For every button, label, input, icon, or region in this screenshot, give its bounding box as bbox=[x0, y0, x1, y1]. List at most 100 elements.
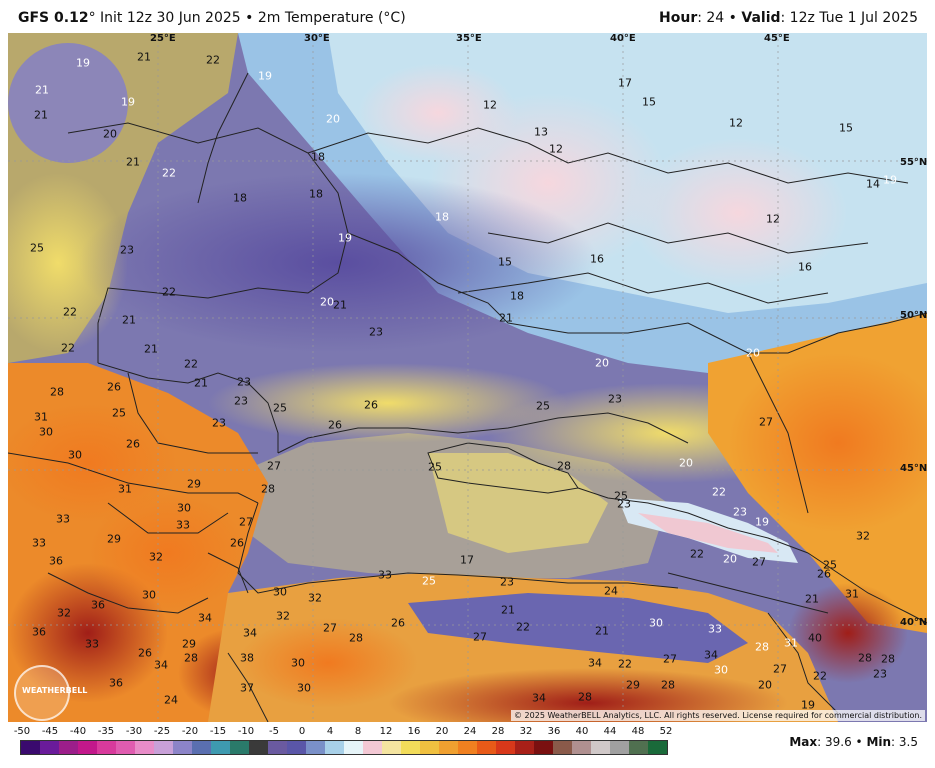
temperature-label: 22 bbox=[63, 305, 77, 319]
lon-label-40: 40°E bbox=[610, 33, 636, 44]
max-label: Max bbox=[789, 735, 818, 749]
max-min-readout: Max: 39.6 • Min: 3.5 bbox=[789, 735, 918, 749]
temperature-label: 27 bbox=[323, 621, 337, 635]
temperature-label: 21 bbox=[34, 108, 48, 122]
temperature-label: 23 bbox=[369, 325, 383, 339]
temperature-label: 20 bbox=[595, 356, 609, 370]
temperature-label: 36 bbox=[49, 554, 63, 568]
legend-color-swatch bbox=[363, 741, 382, 754]
temperature-label: 16 bbox=[590, 252, 604, 266]
temperature-map[interactable]: 25°E 30°E 35°E 40°E 45°E 55°N 50°N 45°N … bbox=[8, 33, 927, 722]
temperature-label: 34 bbox=[588, 656, 602, 670]
temperature-label: 31 bbox=[118, 482, 132, 496]
temperature-label: 29 bbox=[626, 678, 640, 692]
logo-text: WEATHERBELL bbox=[22, 686, 88, 695]
valid-label: Valid bbox=[741, 10, 781, 26]
legend-tick-label: 36 bbox=[547, 726, 561, 737]
temperature-label: 22 bbox=[184, 357, 198, 371]
temperature-label: 21 bbox=[122, 313, 136, 327]
temperature-label: 28 bbox=[881, 652, 895, 666]
temperature-label: 28 bbox=[184, 651, 198, 665]
legend-tick-label: 40 bbox=[575, 726, 589, 737]
temperature-label: 19 bbox=[801, 698, 815, 712]
temperature-label: 20 bbox=[723, 552, 737, 566]
legend-color-swatch bbox=[515, 741, 534, 754]
weatherbell-logo: WEATHERBELL bbox=[14, 665, 87, 721]
temperature-label: 30 bbox=[177, 501, 191, 515]
temperature-label: 23 bbox=[120, 243, 134, 257]
legend-color-swatch bbox=[534, 741, 553, 754]
legend-tick-label: -45 bbox=[41, 726, 59, 737]
temperature-label: 32 bbox=[57, 606, 71, 620]
lat-label-50: 50°N bbox=[900, 310, 927, 321]
legend-color-swatch bbox=[173, 741, 192, 754]
temperature-label: 28 bbox=[755, 640, 769, 654]
temperature-label: 21 bbox=[805, 592, 819, 606]
map-title: GFS 0.12° Init 12z 30 Jun 2025 • 2m Temp… bbox=[18, 10, 406, 26]
temperature-label: 26 bbox=[328, 418, 342, 432]
temperature-label: 34 bbox=[532, 691, 546, 705]
temperature-label: 17 bbox=[460, 553, 474, 567]
temperature-label: 21 bbox=[126, 155, 140, 169]
temperature-label: 12 bbox=[729, 116, 743, 130]
temperature-label: 22 bbox=[162, 166, 176, 180]
forecast-valid-time: Hour: 24 • Valid: 12z Tue 1 Jul 2025 bbox=[659, 10, 918, 26]
init-and-field: Init 12z 30 Jun 2025 • 2m Temperature (°… bbox=[95, 10, 406, 26]
temperature-label: 16 bbox=[798, 260, 812, 274]
lon-label-30: 30°E bbox=[304, 33, 330, 44]
temperature-label: 21 bbox=[595, 624, 609, 638]
legend-tick-label: 52 bbox=[659, 726, 673, 737]
temperature-label: 33 bbox=[378, 568, 392, 582]
temperature-label: 25 bbox=[614, 489, 628, 503]
legend-tick-label: -10 bbox=[237, 726, 255, 737]
legend-tick-label: 16 bbox=[407, 726, 421, 737]
legend-tick-label: -50 bbox=[13, 726, 31, 737]
temperature-label: 24 bbox=[604, 584, 618, 598]
temperature-label: 32 bbox=[308, 591, 322, 605]
temperature-label: 23 bbox=[873, 667, 887, 681]
temperature-label: 25 bbox=[112, 406, 126, 420]
temperature-label: 23 bbox=[237, 375, 251, 389]
temperature-label: 20 bbox=[746, 346, 760, 360]
temperature-label: 15 bbox=[839, 121, 853, 135]
temperature-label: 33 bbox=[85, 637, 99, 651]
temperature-label: 18 bbox=[510, 289, 524, 303]
legend-color-swatch bbox=[439, 741, 458, 754]
temperature-label: 26 bbox=[230, 536, 244, 550]
temperature-label: 27 bbox=[267, 459, 281, 473]
temperature-label: 18 bbox=[233, 191, 247, 205]
temperature-label: 22 bbox=[162, 285, 176, 299]
legend-color-swatch bbox=[553, 741, 572, 754]
legend-color-swatch bbox=[154, 741, 173, 754]
legend-color-swatch bbox=[325, 741, 344, 754]
temperature-label: 21 bbox=[137, 50, 151, 64]
temperature-label: 15 bbox=[498, 255, 512, 269]
legend-tick-label: 32 bbox=[519, 726, 533, 737]
temperature-label: 34 bbox=[198, 611, 212, 625]
legend-color-swatch bbox=[249, 741, 268, 754]
temperature-field bbox=[8, 33, 927, 722]
temperature-label: 25 bbox=[422, 574, 436, 588]
temperature-label: 27 bbox=[773, 662, 787, 676]
lat-label-40: 40°N bbox=[900, 617, 927, 628]
temperature-label: 22 bbox=[206, 53, 220, 67]
legend-color-swatch bbox=[458, 741, 477, 754]
temperature-label: 18 bbox=[435, 210, 449, 224]
temperature-label: 26 bbox=[817, 567, 831, 581]
temperature-label: 27 bbox=[239, 515, 253, 529]
legend-color-swatch bbox=[344, 741, 363, 754]
temperature-label: 25 bbox=[536, 399, 550, 413]
legend-color-swatch bbox=[230, 741, 249, 754]
legend-tick-label: 20 bbox=[435, 726, 449, 737]
legend-tick-label: 48 bbox=[631, 726, 645, 737]
temperature-label: 14 bbox=[866, 177, 880, 191]
min-label: Min bbox=[866, 735, 892, 749]
temperature-label: 19 bbox=[76, 56, 90, 70]
temperature-label: 12 bbox=[549, 142, 563, 156]
temperature-label: 28 bbox=[858, 651, 872, 665]
color-legend: -50 -45 -40 -35 -30 -25 -20 -15 -10 -5 0 4 8 12 16 20 24… bbox=[14, 726, 672, 766]
legend-color-swatch bbox=[211, 741, 230, 754]
temperature-label: 12 bbox=[483, 98, 497, 112]
min-value: : 3.5 bbox=[891, 735, 918, 749]
temperature-label: 26 bbox=[391, 616, 405, 630]
